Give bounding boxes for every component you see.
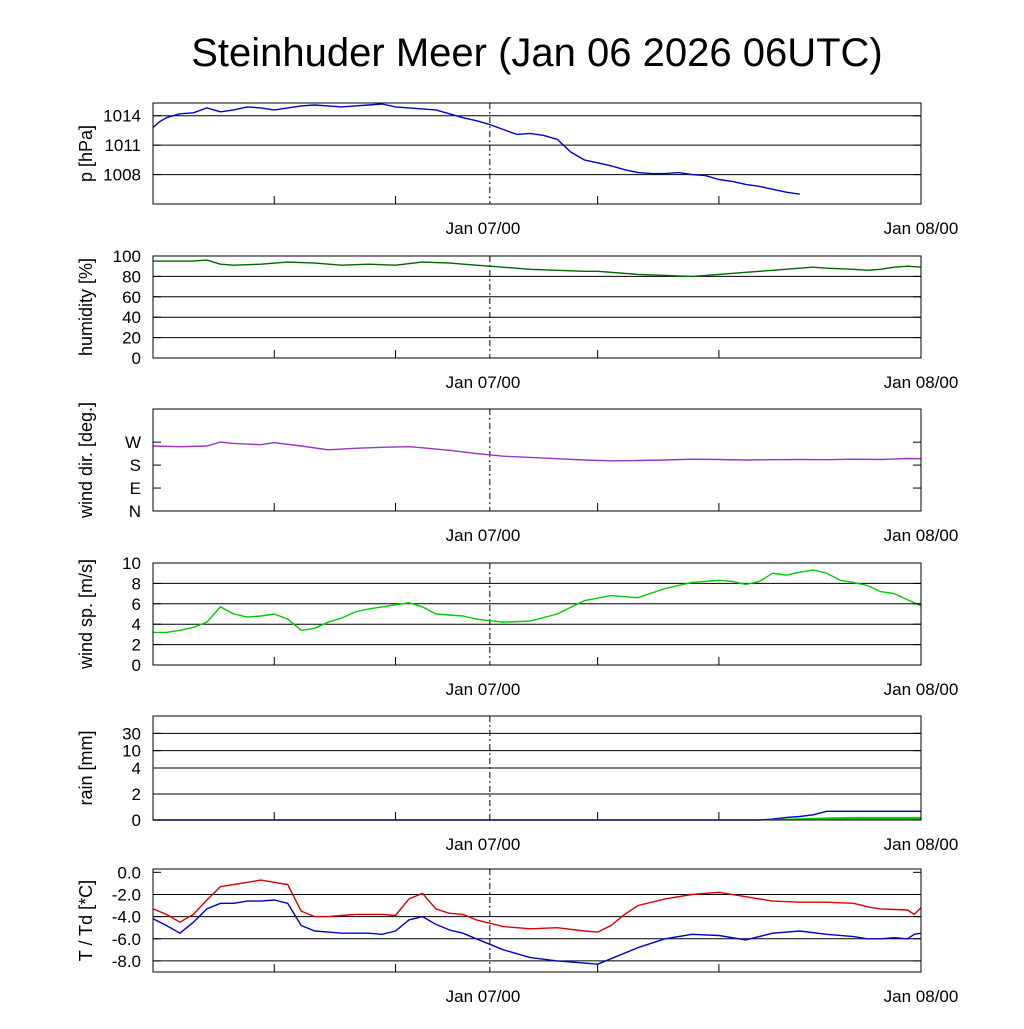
series-line-pressure <box>152 103 800 195</box>
x-tick-label: Jan 08/00 <box>884 526 959 545</box>
y-tick-label: 2 <box>132 636 141 655</box>
panel-temperature: 0.0 -2.0 -4.0 -6.0 -8.0 T / Td [*C] Jan 07/00 J… <box>76 863 958 1006</box>
x-tick-label: Jan 07/00 <box>446 680 521 699</box>
y-tick-label: -2.0 <box>112 885 141 904</box>
plot-frame <box>152 102 922 205</box>
y-tick-label: 10 <box>122 554 141 573</box>
x-tick-label: Jan 08/00 <box>884 680 959 699</box>
y-tick-label: 100 <box>113 247 141 266</box>
y-tick-label: 4 <box>132 615 141 634</box>
chart-title: Steinhuder Meer (Jan 06 2026 06UTC) <box>191 31 882 75</box>
x-tick-label: Jan 08/00 <box>884 373 959 392</box>
y-axis-label: rain [mm] <box>76 730 96 805</box>
y-tick-label: 80 <box>122 267 141 286</box>
x-tick-label: Jan 07/00 <box>446 526 521 545</box>
x-tick-label: Jan 07/00 <box>446 835 521 854</box>
plot-frame <box>152 562 922 666</box>
series-line-wind-speed <box>153 569 922 634</box>
y-tick-label: 8 <box>132 574 141 593</box>
y-tick-label: N <box>129 502 141 521</box>
plot-frame <box>152 255 922 359</box>
y-tick-label: 4 <box>132 759 141 778</box>
y-tick-label: W <box>125 433 141 452</box>
plot-frame <box>152 715 922 821</box>
y-tick-label: 20 <box>122 329 141 348</box>
y-tick-label: 0.0 <box>117 863 141 882</box>
x-tick-label: Jan 08/00 <box>884 835 959 854</box>
y-tick-label: -6.0 <box>112 930 141 949</box>
x-tick-label: Jan 07/00 <box>446 373 521 392</box>
y-tick-label: 60 <box>122 288 141 307</box>
y-tick-label: 0 <box>132 349 141 368</box>
x-tick-label: Jan 08/00 <box>884 219 959 238</box>
series-line-t <box>152 879 922 933</box>
x-tick-label: Jan 07/00 <box>446 987 521 1006</box>
y-axis-label: T / Td [*C] <box>76 880 96 961</box>
y-tick-label: 10 <box>122 742 141 761</box>
panel-windspeed: 02 46 810 wind sp. [m/s] Jan 07/00 Jan 08/00 <box>76 554 958 699</box>
y-tick-label: 0 <box>132 811 141 830</box>
plot-frame <box>152 408 922 512</box>
y-axis-label: p [hPa] <box>76 125 96 182</box>
y-tick-label: 30 <box>122 724 141 743</box>
y-tick-label: S <box>130 456 141 475</box>
y-axis-label: humidity [%] <box>76 258 96 356</box>
series-line-humidity <box>153 259 922 278</box>
y-tick-label: 1014 <box>103 107 141 126</box>
y-tick-label: 40 <box>122 308 141 327</box>
y-tick-label: -4.0 <box>112 908 141 927</box>
y-tick-label: -8.0 <box>112 952 141 971</box>
series-line-td <box>152 899 922 965</box>
x-tick-label: Jan 08/00 <box>884 987 959 1006</box>
y-axis-label: wind sp. [m/s] <box>76 559 96 670</box>
y-tick-label: 0 <box>132 656 141 675</box>
y-tick-label: 2 <box>132 785 141 804</box>
x-tick-label: Jan 07/00 <box>446 219 521 238</box>
panel-pressure: 1008 1011 1014 p [hPa] Jan 07/00 Jan 08/00 <box>76 102 959 238</box>
plot-frame <box>152 868 922 973</box>
y-tick-label: 1008 <box>103 166 141 185</box>
y-tick-label: 1011 <box>104 136 141 155</box>
y-axis-label: wind dir. [deg.] <box>76 402 96 519</box>
y-tick-label: E <box>130 479 141 498</box>
y-tick-label: 6 <box>132 595 141 614</box>
series-line-wind-direction <box>152 441 922 462</box>
